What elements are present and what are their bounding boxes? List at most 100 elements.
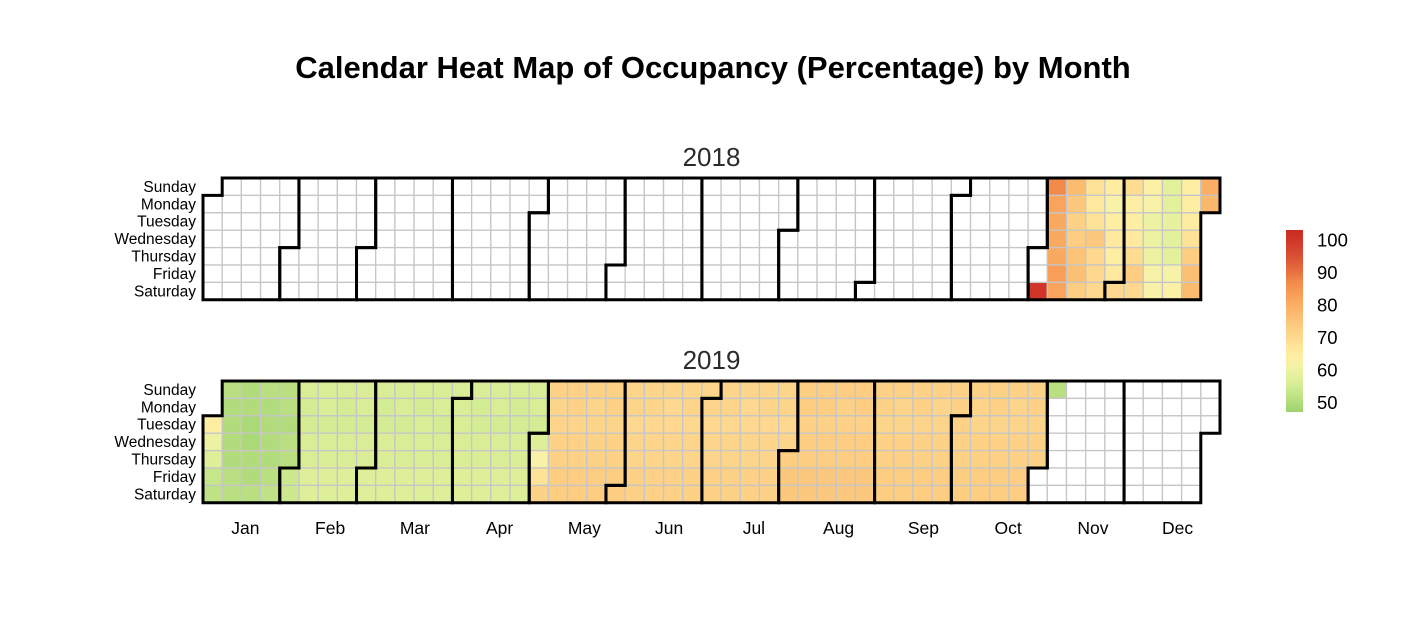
day-cell	[202, 281, 223, 301]
day-cell	[624, 229, 645, 249]
day-cell	[931, 246, 953, 266]
day-cell	[432, 212, 454, 231]
day-cell	[1085, 380, 1106, 400]
day-cell	[662, 194, 684, 214]
day-cell	[509, 281, 530, 301]
day-cell	[1104, 212, 1125, 231]
day-cell	[1180, 380, 1202, 400]
day-cell	[1142, 246, 1164, 266]
day-cell	[854, 212, 876, 231]
day-cell	[854, 397, 876, 417]
day-cell	[969, 484, 991, 504]
day-cell	[202, 264, 223, 284]
day-label: Saturday	[134, 486, 196, 503]
day-cell	[566, 264, 588, 284]
day-cell	[739, 194, 761, 214]
day-cell	[758, 177, 780, 197]
day-cell	[701, 484, 722, 504]
day-cell	[1065, 212, 1087, 231]
day-cell	[451, 246, 473, 266]
day-cell	[1104, 449, 1125, 469]
day-cell	[701, 415, 722, 434]
day-cell	[1065, 484, 1087, 504]
day-cell	[1142, 432, 1164, 452]
day-cell	[470, 246, 492, 266]
day-cell	[394, 194, 415, 214]
day-cell	[989, 484, 1010, 504]
day-cell	[240, 467, 262, 487]
day-cell	[240, 397, 262, 417]
day-cell	[451, 177, 473, 197]
day-cell	[912, 229, 933, 249]
day-cell	[873, 397, 895, 417]
day-cell	[682, 467, 703, 487]
day-cell	[605, 432, 626, 452]
day-cell	[1104, 281, 1125, 301]
day-cell	[835, 380, 857, 400]
day-cell	[893, 194, 914, 214]
day-cell	[1161, 281, 1183, 301]
day-cell	[336, 449, 358, 469]
day-cell	[298, 467, 319, 487]
day-cell	[394, 449, 415, 469]
day-cell	[413, 194, 434, 214]
day-cell	[202, 484, 223, 504]
day-cell	[1104, 397, 1125, 417]
day-cell	[1104, 246, 1125, 266]
day-cell	[547, 194, 569, 214]
day-cell	[394, 432, 415, 452]
day-cell	[259, 449, 281, 469]
day-cell	[720, 177, 741, 197]
day-cell	[528, 177, 550, 197]
day-cell	[854, 246, 876, 266]
day-cell	[739, 212, 761, 231]
day-cell	[605, 467, 626, 487]
day-cell	[701, 229, 722, 249]
day-cell	[470, 177, 492, 197]
day-cell	[375, 380, 396, 400]
month-outline	[1122, 379, 1222, 505]
day-cell	[893, 415, 914, 434]
day-cell	[528, 397, 550, 417]
day-cell	[566, 484, 588, 504]
day-cell	[394, 229, 415, 249]
day-cell	[470, 380, 492, 400]
day-cell	[605, 229, 626, 249]
day-cell	[336, 281, 358, 301]
day-cell	[336, 467, 358, 487]
day-cell	[509, 415, 530, 434]
day-cell	[1142, 415, 1164, 434]
day-cell	[375, 432, 396, 452]
day-cell	[701, 264, 722, 284]
day-cell	[259, 281, 281, 301]
day-cell	[778, 467, 799, 487]
day-cell	[662, 380, 684, 400]
day-cell	[1104, 432, 1125, 452]
day-cell	[797, 380, 818, 400]
day-cell	[624, 212, 645, 231]
day-cell	[375, 397, 396, 417]
day-cell	[1161, 484, 1183, 504]
chart-title: Calendar Heat Map of Occupancy (Percenta…	[295, 50, 1131, 85]
day-cell	[298, 484, 319, 504]
month-label: Sep	[908, 518, 939, 538]
day-cell	[1065, 432, 1087, 452]
day-cell	[797, 467, 818, 487]
day-cell	[797, 432, 818, 452]
day-cell	[221, 281, 243, 301]
day-cell	[240, 415, 262, 434]
day-cell	[490, 246, 511, 266]
day-cell	[490, 229, 511, 249]
day-cell	[1085, 264, 1106, 284]
day-cell	[355, 281, 377, 301]
month-label: Feb	[315, 518, 345, 538]
day-cell	[202, 467, 223, 487]
day-cell	[1008, 397, 1029, 417]
day-cell	[1085, 467, 1106, 487]
day-cell	[758, 380, 780, 400]
day-cell	[643, 397, 665, 417]
day-label: Saturday	[134, 283, 196, 300]
day-cell	[739, 246, 761, 266]
day-cell	[873, 229, 895, 249]
day-cell	[375, 177, 396, 197]
